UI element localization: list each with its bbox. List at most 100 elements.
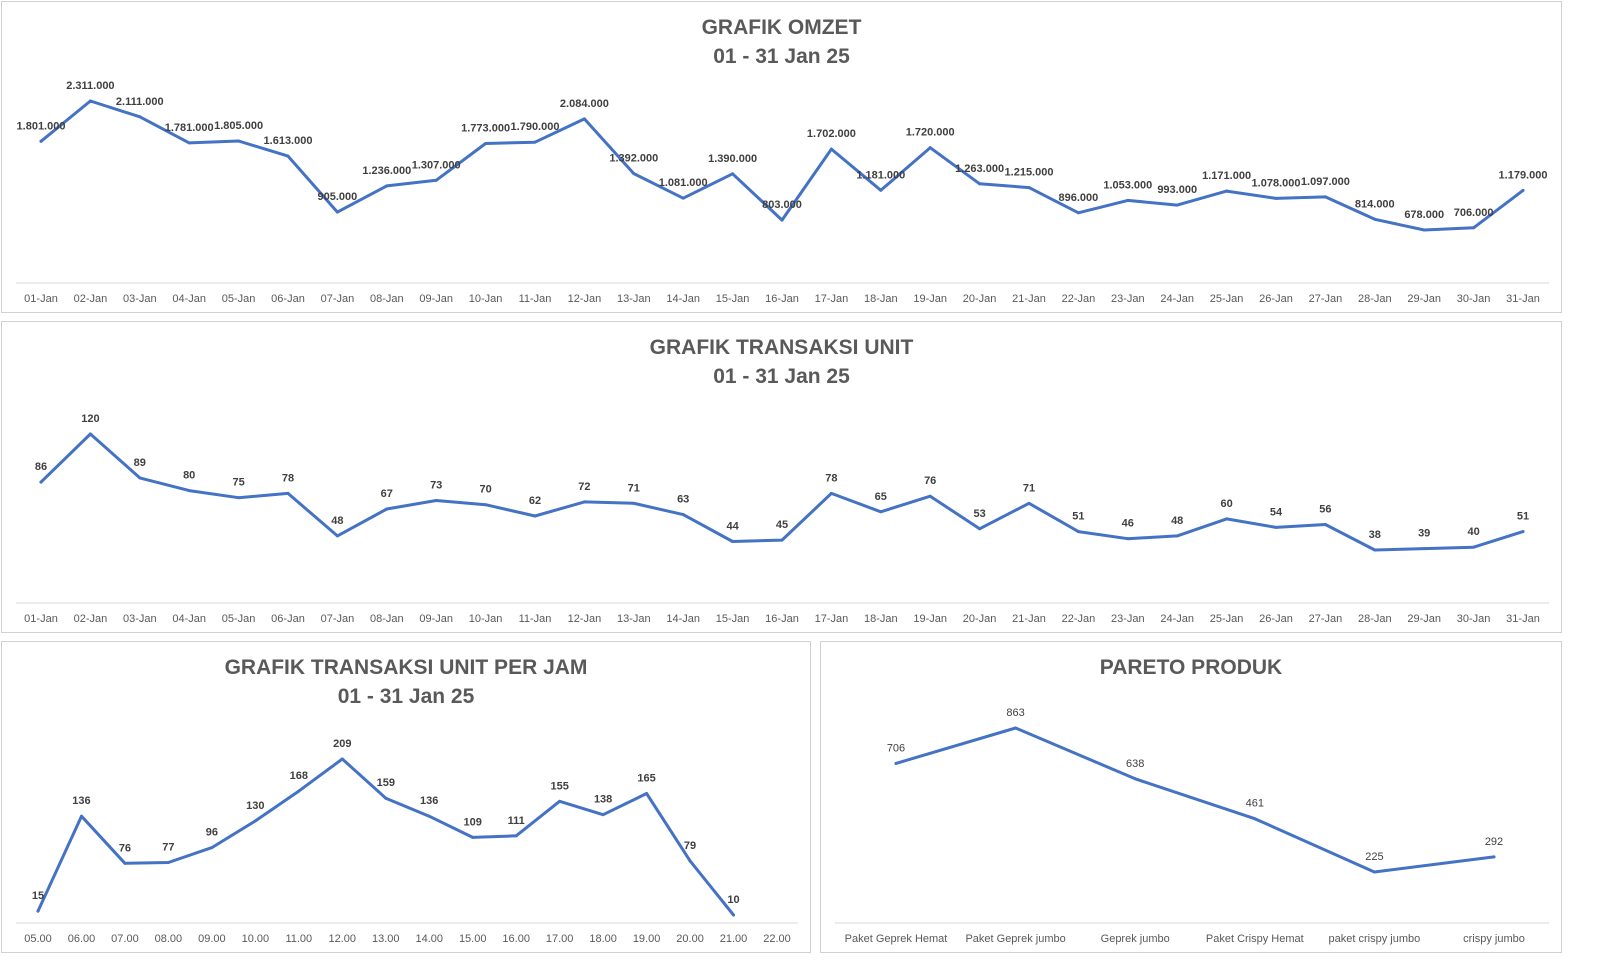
data-point [928,146,932,150]
data-point [335,534,339,538]
chart-title: GRAFIK TRANSAKSI UNIT PER JAM [224,656,588,679]
data-point [1274,196,1278,200]
data-label: 67 [381,488,393,500]
data-point [187,489,191,493]
data-label: 10 [727,894,739,906]
data-point [533,514,537,518]
data-label: 803.000 [762,199,802,211]
data-point [210,846,214,850]
data-label: 65 [875,491,887,503]
x-tick-label: 30-Jan [1457,613,1491,625]
data-point [1323,523,1327,527]
x-tick-label: 20-Jan [963,613,997,625]
x-tick-label: 09.00 [198,933,226,945]
data-label: 2.084.000 [560,98,609,110]
data-label: 60 [1220,498,1232,510]
x-tick-label: 05-Jan [222,613,256,625]
x-tick-label: 21-Jan [1012,613,1046,625]
data-point [829,491,833,495]
x-tick-label: 15.00 [459,933,487,945]
x-tick-label: 12.00 [329,933,357,945]
data-label: 48 [331,515,343,527]
data-point [484,503,488,507]
data-label: 2.311.000 [66,80,114,92]
x-tick-label: 28-Jan [1358,293,1392,305]
data-point [36,909,40,913]
data-label: 89 [134,457,146,469]
x-tick-label: 15-Jan [716,613,750,625]
data-point [297,789,301,793]
x-tick-label: 16-Jan [765,613,799,625]
data-point [780,538,784,542]
data-point [1076,530,1080,534]
data-point [1472,545,1476,549]
x-tick-label: 17-Jan [815,293,849,305]
data-point [879,510,883,514]
x-tick-label: 10-Jan [469,293,503,305]
data-label: 53 [973,508,985,520]
data-label: 78 [825,472,837,484]
x-tick-label: 02-Jan [74,293,108,305]
data-label: 48 [1171,515,1183,527]
data-label: 80 [183,470,195,482]
chart-subtitle: 01 - 31 Jan 25 [713,45,850,68]
x-tick-label: Paket Geprek jumbo [965,933,1065,945]
data-point [1027,501,1031,505]
data-point [1126,198,1130,202]
data-point [286,491,290,495]
data-point [1422,228,1426,232]
data-label: 15 [32,890,44,902]
data-point [434,498,438,502]
data-point [237,496,241,500]
data-label: 1.307.000 [412,159,461,171]
data-label: 45 [776,519,788,531]
x-tick-label: 07.00 [111,933,139,945]
data-label: 79 [684,840,696,852]
data-point [681,196,685,200]
data-label: 63 [677,494,689,506]
data-label: 678.000 [1404,209,1444,221]
x-tick-label: 25-Jan [1210,293,1244,305]
data-label: 209 [333,738,351,750]
data-label: 39 [1418,528,1430,540]
data-label: 70 [479,484,491,496]
data-point [731,540,735,544]
x-tick-label: 14-Jan [666,613,700,625]
x-tick-label: Geprek jumbo [1101,933,1170,945]
data-point [688,859,692,863]
chart-omzet: GRAFIK OMZET 01 - 31 Jan 25 01-Jan 02-Jan… [1,1,1562,313]
data-label: 76 [924,475,936,487]
data-label: 56 [1319,504,1331,516]
data-point [1027,186,1031,190]
data-point [138,115,142,119]
data-point [732,913,736,917]
data-label: 706.000 [1454,207,1494,219]
x-tick-label: 12-Jan [568,293,602,305]
data-label: 111 [508,815,525,827]
data-label: 76 [119,842,131,854]
chart-title: GRAFIK OMZET [701,16,862,39]
data-label: 38 [1369,529,1381,541]
x-tick-label: 21-Jan [1012,293,1046,305]
data-point [558,799,562,803]
data-label: 896.000 [1059,192,1099,204]
data-point [632,501,636,505]
chart-omzet-plot: 01-Jan 02-Jan 03-Jan 04-Jan 05-Jan 06-Jan 07-J… [16,80,1549,305]
x-tick-label: 03-Jan [123,613,157,625]
data-point [39,480,43,484]
data-label: 136 [72,795,90,807]
data-point [1373,548,1377,552]
data-point [253,819,257,823]
data-label: 130 [246,800,264,812]
x-tick-label: 14-Jan [666,293,700,305]
data-point [1492,855,1496,859]
data-point [978,182,982,186]
x-tick-label: 15-Jan [716,293,750,305]
data-label: 71 [1023,482,1035,494]
x-tick-label: crispy jumbo [1463,933,1525,945]
data-label: 1.215.000 [1005,167,1054,179]
chart-transaksi-per-jam: GRAFIK TRANSAKSI UNIT PER JAM 01 - 31 Ja… [1,641,811,953]
data-label: 1.179.000 [1499,169,1548,181]
x-tick-label: 06-Jan [271,613,305,625]
x-tick-label: 18-Jan [864,613,898,625]
